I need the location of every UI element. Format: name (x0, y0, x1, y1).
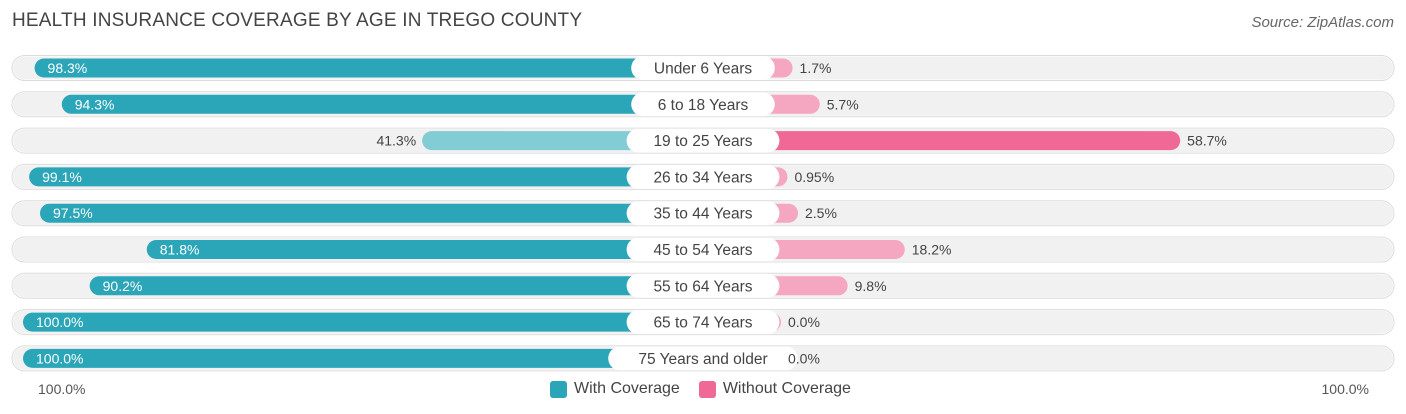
bar-with-coverage (34, 58, 704, 78)
bar-with-coverage (23, 348, 703, 368)
legend-item-without-coverage[interactable]: Without Coverage (698, 380, 851, 398)
legend-label-without-coverage: Without Coverage (722, 380, 851, 397)
bar-with-coverage (61, 94, 703, 114)
value-label-without-coverage: 18.2% (912, 242, 952, 258)
bar-without-coverage (693, 131, 1181, 151)
value-label-without-coverage: 0.0% (788, 350, 820, 366)
legend-swatch-with-coverage (550, 380, 567, 398)
value-label-without-coverage: 58.7% (1187, 133, 1227, 149)
value-label-without-coverage: 2.5% (805, 205, 837, 221)
bar-with-coverage (146, 240, 703, 259)
category-label-bg (608, 346, 798, 371)
value-label-with-coverage: 98.3% (48, 60, 88, 76)
bar-with-coverage (40, 203, 703, 223)
axis-left-label: 100.0% (38, 381, 86, 397)
category-label-bg (631, 92, 775, 117)
bar-with-coverage (23, 312, 703, 332)
value-label-without-coverage: 0.0% (788, 314, 820, 330)
value-label-with-coverage: 97.5% (53, 205, 93, 221)
value-label-without-coverage: 0.95% (794, 169, 834, 185)
category-label: Under 6 Years (654, 61, 752, 78)
value-label-with-coverage: 100.0% (36, 314, 83, 330)
category-label: 45 to 54 Years (653, 242, 752, 259)
bar-with-coverage (29, 167, 704, 187)
category-label: 6 to 18 Years (658, 97, 749, 114)
source-label: Source: ZipAtlas.com (1251, 14, 1394, 31)
value-label-with-coverage: 81.8% (160, 242, 200, 258)
bar-with-coverage (89, 276, 703, 296)
category-label-bg (626, 201, 780, 226)
category-label-bg (626, 310, 780, 335)
category-label-bg (626, 164, 780, 189)
category-label: 19 to 25 Years (653, 133, 752, 150)
category-label-bg (631, 56, 775, 80)
category-label-bg (626, 273, 780, 298)
category-label: 35 to 44 Years (653, 206, 752, 223)
value-label-with-coverage: 99.1% (42, 169, 82, 185)
category-label-bg (626, 237, 780, 262)
value-label-without-coverage: 1.7% (800, 60, 832, 76)
legend-swatch-without-coverage (698, 380, 716, 398)
category-label-bg (626, 128, 780, 153)
category-label: 75 Years and older (638, 351, 767, 368)
value-label-with-coverage: 100.0% (36, 350, 83, 366)
category-label: 26 to 34 Years (653, 169, 752, 186)
legend: With Coverage Without Coverage (550, 380, 870, 398)
category-label: 55 to 64 Years (653, 278, 752, 295)
legend-label-with-coverage: With Coverage (574, 380, 680, 397)
chart-title: HEALTH INSURANCE COVERAGE BY AGE IN TREG… (12, 10, 583, 31)
value-label-with-coverage: 41.3% (376, 133, 416, 149)
legend-item-with-coverage[interactable]: With Coverage (550, 380, 680, 398)
value-label-without-coverage: 5.7% (827, 96, 859, 112)
category-label: 65 to 74 Years (653, 315, 752, 332)
value-label-without-coverage: 9.8% (855, 278, 887, 294)
value-label-with-coverage: 90.2% (103, 278, 143, 294)
chart-area: Under 6 Years 98.3% 1.7% 6 to 18 Years 94.3%… (11, 55, 1395, 372)
axis-right-label: 100.0% (1321, 381, 1369, 397)
value-label-with-coverage: 94.3% (75, 96, 115, 112)
